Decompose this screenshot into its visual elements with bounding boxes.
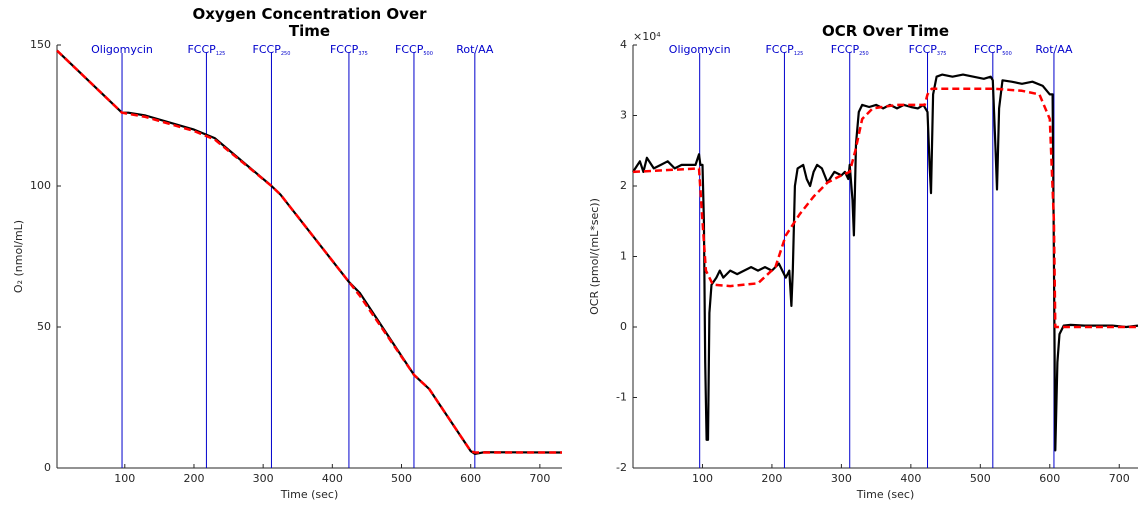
y-exponent: ×10⁴ [633, 30, 661, 43]
x-tick-label: 700 [529, 472, 550, 485]
x-tick-label: 200 [183, 472, 204, 485]
x-tick-label: 300 [253, 472, 274, 485]
event-name: FCCP [765, 43, 794, 56]
event-name: Oligomycin [669, 43, 731, 56]
event-name: FCCP [831, 43, 860, 56]
event-label: Oligomycin [669, 43, 731, 56]
event-label: Rot/AA [456, 43, 494, 56]
event-sub: 250 [281, 51, 291, 57]
y-tick-label: -1 [616, 391, 627, 404]
x-axis-label: Time (sec) [280, 488, 339, 501]
y-tick-label: 1 [620, 250, 627, 263]
data-line [632, 73, 1139, 452]
event-label: FCCP500 [395, 43, 433, 57]
event-label: FCCP125 [187, 43, 225, 57]
y-tick-label: -2 [616, 461, 627, 474]
x-tick-label: 400 [900, 472, 921, 485]
event-sub: 125 [216, 51, 226, 57]
event-label: FCCP500 [974, 43, 1012, 57]
event-sub: 250 [859, 51, 869, 57]
event-name: FCCP [187, 43, 216, 56]
x-tick-label: 400 [322, 472, 343, 485]
y-tick-label: 0 [620, 320, 627, 333]
x-tick-label: 500 [391, 472, 412, 485]
event-label: FCCP250 [831, 43, 869, 57]
event-name: Rot/AA [1035, 43, 1073, 56]
data-line [56, 49, 562, 454]
y-tick-label: 50 [37, 320, 51, 333]
y-tick-label: 2 [620, 179, 627, 192]
chart-title: OCR Over Time [821, 22, 950, 40]
event-sub: 375 [358, 51, 368, 57]
event-sub: 500 [423, 51, 433, 57]
x-axis-label: Time (sec) [856, 488, 915, 501]
x-tick-label: 600 [460, 472, 481, 485]
event-label: FCCP375 [330, 43, 368, 57]
event-sub: 125 [794, 51, 804, 57]
x-tick-label: 700 [1109, 472, 1130, 485]
x-tick-label: 600 [1039, 472, 1060, 485]
event-name: FCCP [909, 43, 938, 56]
event-name: FCCP [253, 43, 282, 56]
title-box: Oxygen Concentration Over Time [192, 5, 427, 40]
data-line [632, 87, 1138, 329]
x-tick-label: 100 [692, 472, 713, 485]
event-label: FCCP375 [909, 43, 947, 57]
event-label: Rot/AA [1035, 43, 1073, 56]
event-sub: 500 [1002, 51, 1012, 57]
x-tick-label: 500 [970, 472, 991, 485]
y-tick-label: 3 [620, 109, 627, 122]
event-label: FCCP250 [253, 43, 291, 57]
y-tick-label: 4 [620, 38, 627, 51]
event-name: FCCP [974, 43, 1003, 56]
y-tick-label: 150 [30, 38, 51, 51]
event-label: Oligomycin [91, 43, 153, 56]
event-name: Rot/AA [456, 43, 494, 56]
event-name: Oligomycin [91, 43, 153, 56]
y-axis-label: O₂ (nmol/mL) [12, 220, 25, 293]
x-tick-label: 200 [761, 472, 782, 485]
y-tick-label: 0 [44, 461, 51, 474]
event-name: FCCP [330, 43, 359, 56]
y-tick-label: 100 [30, 179, 51, 192]
chart-title: Oxygen Concentration Over Time [192, 5, 427, 40]
event-sub: 375 [937, 51, 947, 57]
x-tick-label: 100 [114, 472, 135, 485]
data-line [56, 49, 563, 455]
event-name: FCCP [395, 43, 424, 56]
x-tick-label: 300 [831, 472, 852, 485]
title-box: OCR Over Time [821, 22, 950, 40]
event-label: FCCP125 [765, 43, 803, 57]
y-axis-label: OCR (pmol/(mL*sec)) [588, 198, 601, 315]
